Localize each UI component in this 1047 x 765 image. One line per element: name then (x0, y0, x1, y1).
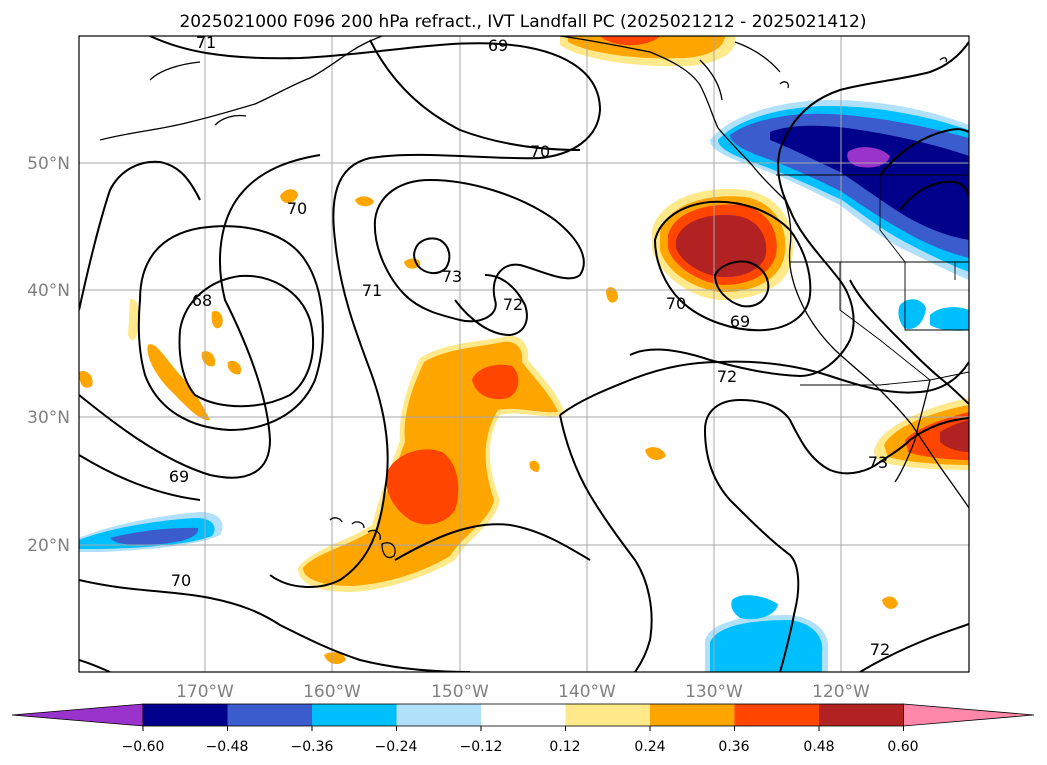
colorbar-tick-label: 0.36 (718, 739, 749, 755)
colorbar-tick-label: −0.36 (291, 739, 334, 755)
ivt-patch-2 (128, 299, 141, 341)
contour-label: 69 (169, 467, 189, 486)
colorbar: −0.60 −0.48 −0.36 −0.24 −0.12 0.12 0.24 … (11, 703, 1035, 755)
lat-label: 20°N (27, 536, 70, 556)
lon-label: 130°W (685, 682, 743, 702)
ivt-patch-10 (324, 652, 346, 665)
map-panel: 71 69 70 70 68 71 73 72 70 69 72 69 73 7… (78, 33, 970, 673)
contour-label: 72 (870, 640, 890, 659)
colorbar-tick-label: −0.48 (206, 739, 249, 755)
longitude-labels: 170°W 160°W 150°W 140°W 130°W 120°W (176, 682, 870, 702)
ivt-patch-13 (529, 460, 540, 472)
lon-label: 170°W (176, 682, 234, 702)
ivt-patch-1 (147, 344, 210, 421)
coastlines (99, 36, 969, 559)
colorbar-segment (819, 704, 904, 726)
colorbar-segment (227, 704, 313, 726)
contour-label: 72 (503, 295, 523, 314)
colorbar-segment (312, 704, 397, 726)
colorbar-tick-label: −0.12 (460, 739, 503, 755)
ivt-shade-purple-pnw (847, 147, 890, 168)
colorbar-segment (396, 704, 482, 726)
contour-label: 73 (442, 267, 462, 286)
contour-label: 68 (192, 291, 212, 310)
lon-label: 140°W (558, 682, 616, 702)
colorbar-tick-label: 0.24 (634, 739, 665, 755)
lon-label: 160°W (303, 682, 361, 702)
refractivity-contours (79, 36, 969, 672)
ivt-patch-12 (227, 360, 242, 375)
contour-label: 69 (730, 312, 750, 331)
ivt-patch-7 (606, 287, 618, 303)
colorbar-segment (565, 704, 651, 726)
lat-label: 40°N (27, 281, 70, 301)
colorbar-segment (143, 704, 228, 726)
ivt-patch-4 (280, 189, 298, 204)
contour-labels: 71 69 70 70 68 71 73 72 70 69 72 69 73 7… (169, 33, 890, 659)
ivt-patch-9 (882, 596, 898, 609)
ivt-patch-14 (79, 370, 93, 388)
contour-label: 72 (717, 367, 737, 386)
colorbar-extend-low (11, 703, 144, 727)
ivt-shade-redorange-plume-south (386, 449, 459, 525)
ivt-patch-5 (355, 196, 374, 207)
ivt-cold-patch-south-small (731, 595, 778, 620)
colorbar-segment (734, 704, 820, 726)
colorbar-segments (11, 703, 1035, 727)
ivt-cold-patch-south-sky (710, 620, 823, 672)
ivt-shade-orange-top (568, 36, 725, 59)
contour-label: 71 (196, 33, 216, 52)
colorbar-labels: −0.60 −0.48 −0.36 −0.24 −0.12 0.12 0.24 … (122, 739, 919, 755)
lon-label: 120°W (812, 682, 870, 702)
contour-label: 71 (362, 281, 382, 300)
contour-label: 73 (868, 453, 888, 472)
ivt-shade-navy-pnw (770, 125, 969, 240)
contour-label: 70 (171, 571, 191, 590)
colorbar-tick-label: −0.60 (122, 739, 165, 755)
map-frame (78, 35, 970, 673)
colorbar-ticks (142, 726, 904, 731)
colorbar-tick-label: 0.60 (887, 739, 918, 755)
contour-label: 70 (287, 199, 307, 218)
ivt-cold-patch-hi-royal (110, 527, 199, 545)
contour-label: 70 (530, 142, 550, 161)
ivt-shade-redorange-top (600, 36, 660, 46)
contour-label: 69 (488, 36, 508, 55)
contour-label: 70 (666, 294, 686, 313)
figure-title: 2025021000 F096 200 hPa refract., IVT La… (179, 12, 866, 32)
ivt-patch-8 (645, 447, 666, 460)
colorbar-segment (481, 704, 566, 726)
colorbar-outline (142, 703, 904, 727)
ivt-patch-3 (211, 310, 223, 329)
political-borders (776, 174, 969, 386)
ivt-shade-darkred-baja (940, 420, 969, 452)
colorbar-extend-high (903, 703, 1035, 727)
colorbar-tick-label: 0.12 (549, 739, 580, 755)
colorbar-segment (650, 704, 735, 726)
ivt-shade-redorange-plume-north (472, 364, 519, 400)
latitude-labels: 50°N 40°N 30°N 20°N (27, 154, 70, 556)
colorbar-tick-label: 0.48 (803, 739, 834, 755)
lat-label: 30°N (27, 408, 70, 428)
lat-label: 50°N (27, 154, 70, 174)
lon-label: 150°W (431, 682, 489, 702)
colorbar-tick-label: −0.24 (375, 739, 418, 755)
ivt-cold-patch-ca2 (930, 307, 969, 331)
